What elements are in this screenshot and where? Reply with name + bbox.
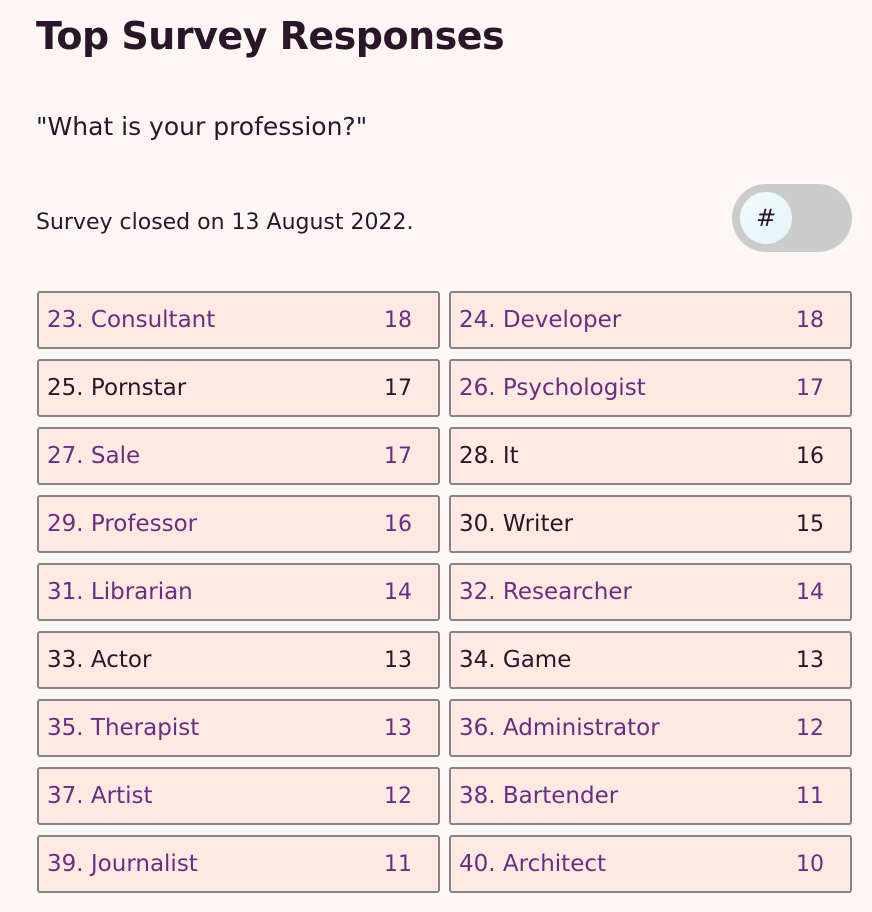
response-label: 37. Artist: [47, 783, 153, 809]
responses-grid: 23. Consultant 18 24. Developer 18 25. Porns…: [37, 291, 852, 893]
toggle-knob[interactable]: #: [740, 192, 792, 244]
response-label: 24. Developer: [459, 307, 622, 333]
response-count: 16: [384, 511, 412, 537]
response-count: 17: [384, 375, 412, 401]
response-count: 14: [384, 579, 412, 605]
response-label: 29. Professor: [47, 511, 198, 537]
page-title: Top Survey Responses: [36, 14, 505, 58]
response-label: 33. Actor: [47, 647, 152, 673]
response-label: 39. Journalist: [47, 851, 198, 877]
survey-closed-status: Survey closed on 13 August 2022.: [36, 210, 414, 235]
response-label: 40. Architect: [459, 851, 607, 877]
response-label: 27. Sale: [47, 443, 141, 469]
survey-question: "What is your profession?": [36, 112, 368, 141]
response-count: 13: [796, 647, 824, 673]
response-count: 18: [384, 307, 412, 333]
response-count: 12: [796, 715, 824, 741]
response-item[interactable]: 32. Researcher 14: [449, 563, 852, 621]
response-item: 28. It 16: [449, 427, 852, 485]
response-count: 11: [796, 783, 824, 809]
response-item[interactable]: 38. Bartender 11: [449, 767, 852, 825]
response-item[interactable]: 40. Architect 10: [449, 835, 852, 893]
response-item[interactable]: 27. Sale 17: [37, 427, 440, 485]
response-item: 30. Writer 15: [449, 495, 852, 553]
response-item[interactable]: 24. Developer 18: [449, 291, 852, 349]
response-count: 12: [384, 783, 412, 809]
response-item[interactable]: 37. Artist 12: [37, 767, 440, 825]
response-item[interactable]: 31. Librarian 14: [37, 563, 440, 621]
response-label: 34. Game: [459, 647, 572, 673]
response-count: 10: [796, 851, 824, 877]
response-item: 33. Actor 13: [37, 631, 440, 689]
response-label: 23. Consultant: [47, 307, 216, 333]
response-label: 35. Therapist: [47, 715, 200, 741]
number-display-toggle[interactable]: #: [732, 184, 852, 252]
response-count: 18: [796, 307, 824, 333]
response-item[interactable]: 39. Journalist 11: [37, 835, 440, 893]
response-item[interactable]: 23. Consultant 18: [37, 291, 440, 349]
hash-icon: #: [755, 204, 777, 232]
response-count: 17: [384, 443, 412, 469]
response-count: 14: [796, 579, 824, 605]
response-label: 36. Administrator: [459, 715, 660, 741]
response-item[interactable]: 26. Psychologist 17: [449, 359, 852, 417]
response-label: 26. Psychologist: [459, 375, 646, 401]
response-item: 34. Game 13: [449, 631, 852, 689]
response-count: 17: [796, 375, 824, 401]
response-item[interactable]: 35. Therapist 13: [37, 699, 440, 757]
response-label: 31. Librarian: [47, 579, 193, 605]
response-item[interactable]: 36. Administrator 12: [449, 699, 852, 757]
response-label: 32. Researcher: [459, 579, 632, 605]
response-count: 13: [384, 715, 412, 741]
response-label: 25. Pornstar: [47, 375, 187, 401]
response-count: 13: [384, 647, 412, 673]
response-label: 30. Writer: [459, 511, 574, 537]
response-count: 11: [384, 851, 412, 877]
response-count: 15: [796, 511, 824, 537]
response-label: 28. It: [459, 443, 519, 469]
response-label: 38. Bartender: [459, 783, 619, 809]
response-item: 25. Pornstar 17: [37, 359, 440, 417]
response-count: 16: [796, 443, 824, 469]
response-item[interactable]: 29. Professor 16: [37, 495, 440, 553]
